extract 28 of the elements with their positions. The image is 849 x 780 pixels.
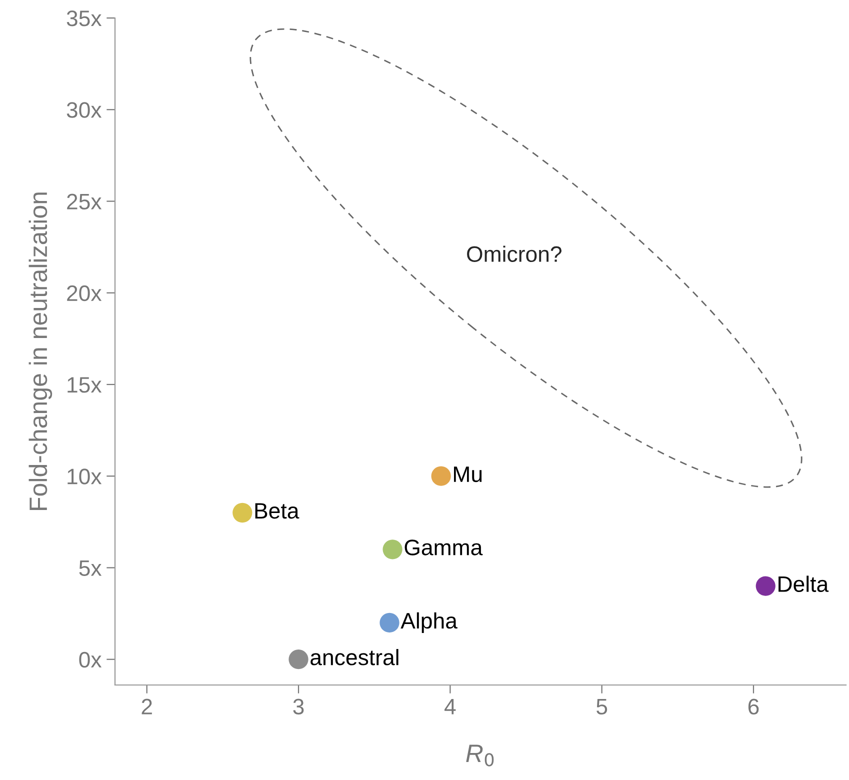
series-label: Mu (454, 466, 482, 482)
x-tick-label: 2 (142, 698, 152, 714)
y-tick-label: 35x (66, 10, 102, 26)
annotation: Omicron? (467, 246, 562, 262)
point (380, 612, 400, 633)
series-label: ancestral (310, 648, 398, 666)
point (232, 502, 252, 523)
y-tick-label: 15x (68, 377, 102, 393)
x-tick-label: 5 (596, 699, 608, 715)
y-tick-label: 0x (79, 652, 102, 668)
y-axis-title: Fold-change in neutralization (28, 192, 52, 510)
y-tick-label: 10x (68, 468, 102, 484)
y-tick-label: 20x (67, 285, 102, 302)
point (288, 650, 308, 670)
x-tick-label: 3 (293, 698, 304, 715)
series-label: Delta (778, 576, 829, 592)
series-label: Gamma (404, 540, 483, 556)
x-tick-label: 4 (444, 699, 456, 714)
point (382, 540, 402, 560)
point (756, 576, 776, 596)
x-axis-title: R$_{0}$ (466, 744, 494, 766)
series-label: Beta (255, 503, 300, 519)
series-label: Alpha (400, 612, 458, 634)
point (431, 466, 451, 486)
y-tick-label: 30x (66, 102, 102, 118)
x-tick-label: 6 (748, 698, 759, 715)
y-tick-label: 5x (79, 560, 102, 576)
y-tick-label: 25x (67, 194, 102, 210)
